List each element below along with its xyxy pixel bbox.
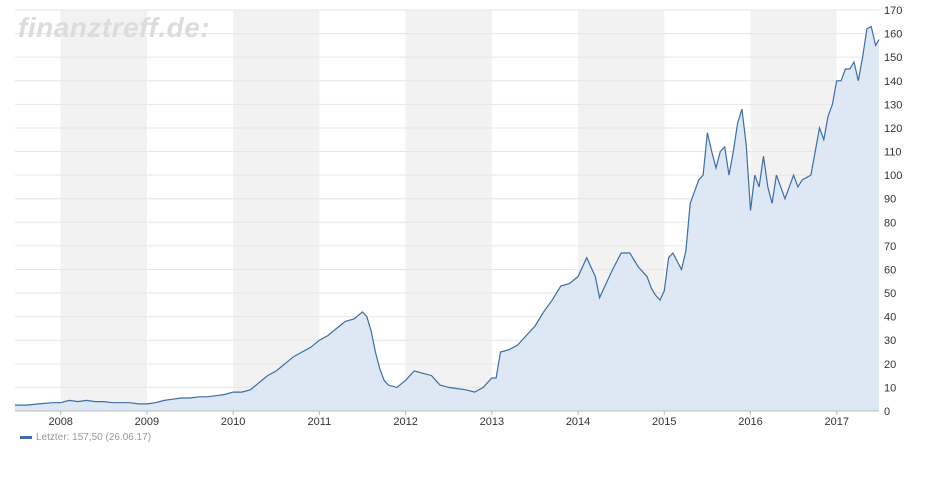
y-tick-label-30: 30 [884,335,896,347]
x-tick-label-2013: 2013 [480,416,504,428]
y-tick-label-0: 0 [884,406,890,418]
watermark-logo: finanztreff.de: [18,12,211,43]
y-tick-label-80: 80 [884,217,896,229]
year-band-2012 [405,10,492,411]
price-line [15,25,880,406]
y-tick-label-150: 150 [884,52,902,64]
price-area-fill [15,26,879,411]
y-tick-label-170: 170 [884,5,902,17]
year-band-2008 [60,10,147,411]
x-tick-label-2017: 2017 [825,416,849,428]
year-band-2010 [233,10,320,411]
y-tick-label-40: 40 [884,312,896,324]
x-tick-label-2008: 2008 [48,416,72,428]
legend-label: Letzter: 157,50 (26.06.17) [36,432,152,443]
y-tick-label-50: 50 [884,288,896,300]
y-tick-label-140: 140 [884,76,902,88]
x-tick-label-2010: 2010 [221,416,245,428]
y-tick-label-20: 20 [884,359,896,371]
x-tick-label-2012: 2012 [393,416,417,428]
x-tick-label-2011: 2011 [308,416,332,428]
x-tick-label-2016: 2016 [738,416,762,428]
y-tick-label-70: 70 [884,241,896,253]
legend: Letzter: 157,50 (26.06.17) [20,432,151,443]
y-tick-label-10: 10 [884,382,896,394]
legend-swatch [20,436,32,439]
y-tick-label-160: 160 [884,29,902,41]
y-tick-label-120: 120 [884,123,902,135]
y-tick-label-100: 100 [884,170,902,182]
x-tick-label-2009: 2009 [135,416,159,428]
y-tick-label-110: 110 [884,147,902,159]
y-tick-label-130: 130 [884,99,902,111]
x-tick-label-2014: 2014 [566,416,590,428]
y-tick-label-60: 60 [884,264,896,276]
x-tick-label-2015: 2015 [652,416,676,428]
x-tick-labels: 2008 2009 2010 2011 2012 2013 2014 2015 2016 2017 [48,411,849,428]
y-tick-label-90: 90 [884,194,896,206]
y-tick-labels: 0 10 20 30 40 50 60 70 80 90 100 110 120 130 140 150 160… [884,5,902,418]
